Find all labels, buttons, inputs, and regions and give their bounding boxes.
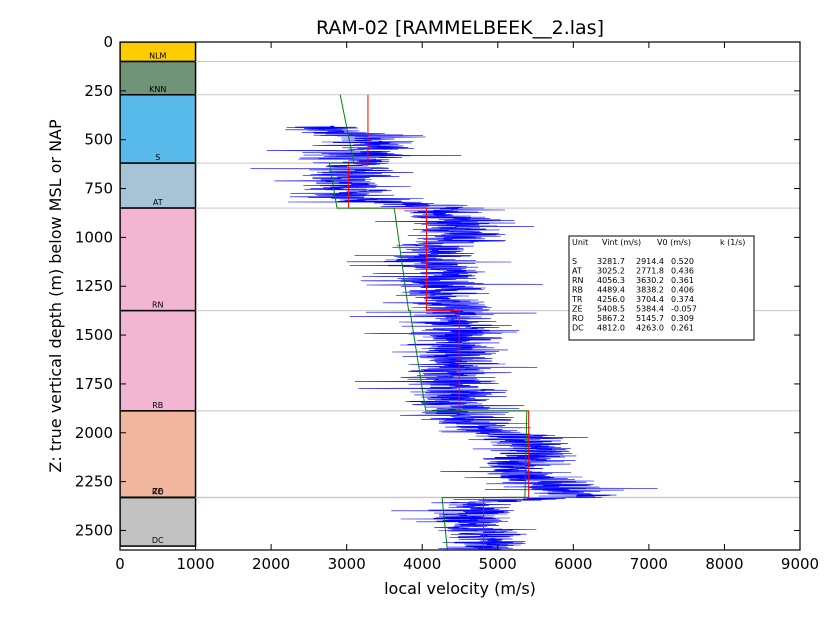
y-tick-label: 500 xyxy=(84,131,113,149)
y-tick-label: 2500 xyxy=(75,521,113,539)
table-cell: 3281.7 xyxy=(597,257,625,266)
y-tick-label: 1000 xyxy=(75,228,113,246)
table-cell: 4256.0 xyxy=(597,295,625,304)
plot-frame xyxy=(119,41,801,551)
unit-label-dc: DC xyxy=(152,536,164,545)
unit-block-knn xyxy=(120,60,197,96)
x-tick-label: 3000 xyxy=(328,555,366,573)
unit-label-ro: RO xyxy=(152,488,164,497)
chart-title: RAM-02 [RAMMELBEEK__2.las] xyxy=(316,17,604,39)
table-cell: 0.361 xyxy=(671,276,694,285)
unit-label-s: S xyxy=(155,153,160,162)
unit-label-rb: RB xyxy=(152,401,163,410)
table-cell: 0.406 xyxy=(671,286,694,295)
table-header-cell: k (1/s) xyxy=(720,238,745,247)
x-tick-label: 7000 xyxy=(630,555,668,573)
unit-block-s xyxy=(120,94,197,164)
table-cell: RB xyxy=(572,286,583,295)
y-tick-label: 750 xyxy=(84,180,113,198)
x-tick-label: 8000 xyxy=(705,555,743,573)
x-tick-label: 1000 xyxy=(176,555,214,573)
table-cell: 5867.2 xyxy=(597,314,625,323)
y-tick-label: 1750 xyxy=(75,375,113,393)
table-cell: -0.057 xyxy=(671,305,697,314)
y-tick-label: 1250 xyxy=(75,277,113,295)
table-cell: DC xyxy=(572,324,584,333)
unit-label-rn: RN xyxy=(152,301,164,310)
velocity-log-line xyxy=(250,125,658,550)
x-tick-label: 0 xyxy=(115,555,125,573)
table-cell: 0.261 xyxy=(671,324,694,333)
x-tick-label: 2000 xyxy=(252,555,290,573)
y-axis: 0 250 500 750 1000 1250 1500 1750 2000 2250 2500 xyxy=(75,33,800,539)
x-tick-label: 9000 xyxy=(781,555,819,573)
table-cell: 0.436 xyxy=(671,267,694,276)
table-cell: 3630.2 xyxy=(636,276,664,285)
table-header-cell: V0 (m/s) xyxy=(657,238,691,247)
unit-label-nlm: NLM xyxy=(149,52,166,61)
table-cell: 4812.0 xyxy=(597,324,625,333)
table-cell: 4489.4 xyxy=(597,286,625,295)
table-cell: 3704.4 xyxy=(636,295,664,304)
unit-label-ze: ZE xyxy=(153,487,164,496)
unit-block-at xyxy=(120,162,197,209)
unit-label-at: AT xyxy=(153,198,163,207)
y-tick-label: 2000 xyxy=(75,424,113,442)
unit-block-ze xyxy=(120,410,197,498)
x-axis-label: local velocity (m/s) xyxy=(384,579,536,598)
table-cell: 2914.4 xyxy=(636,257,664,266)
table-header-cell: Vint (m/s) xyxy=(602,238,641,247)
table-cell: 4056.3 xyxy=(597,276,625,285)
x-tick-label: 5000 xyxy=(479,555,517,573)
table-cell: 5145.7 xyxy=(636,314,664,323)
table-cell: 3025.2 xyxy=(597,267,625,276)
table-cell: 0.309 xyxy=(671,314,694,323)
table-cell: RN xyxy=(572,276,584,285)
table-cell: 3838.2 xyxy=(636,286,664,295)
y-tick-label: 2250 xyxy=(75,473,113,491)
x-axis: 0 1000 2000 3000 4000 5000 6000 7000 8000 9000 xyxy=(115,42,819,573)
y-tick-label: 1500 xyxy=(75,326,113,344)
table-cell: 4263.0 xyxy=(636,324,664,333)
table-cell: S xyxy=(572,257,577,266)
unit-block-rn xyxy=(120,207,197,312)
table-cell: 0.374 xyxy=(671,295,694,304)
table-cell: ZE xyxy=(572,305,583,314)
table-header-cell: Unit xyxy=(572,238,588,247)
y-axis-label: Z: true vertical depth (m) below MSL or … xyxy=(46,119,65,473)
x-tick-label: 6000 xyxy=(554,555,592,573)
y-tick-label: 250 xyxy=(84,82,113,100)
table-cell: 2771.8 xyxy=(636,267,664,276)
table-frame xyxy=(568,235,755,341)
table-cell: AT xyxy=(572,267,582,276)
unit-label-knn: KNN xyxy=(149,85,166,94)
summary-table: Unit Vint (m/s) V0 (m/s) k (1/s) S 3281.7 2914… xyxy=(568,235,755,341)
x-tick-label: 4000 xyxy=(403,555,441,573)
table-cell: TR xyxy=(571,295,583,304)
table-cell: RO xyxy=(572,314,584,323)
table-cell: 5384.4 xyxy=(636,305,664,314)
y-tick-label: 0 xyxy=(103,33,113,51)
table-cell: 0.520 xyxy=(671,257,694,266)
unit-block-dc xyxy=(120,496,197,547)
table-cell: 5408.5 xyxy=(597,305,625,314)
v0k-velocity-line xyxy=(328,94,528,550)
unit-block-rb xyxy=(120,309,197,412)
